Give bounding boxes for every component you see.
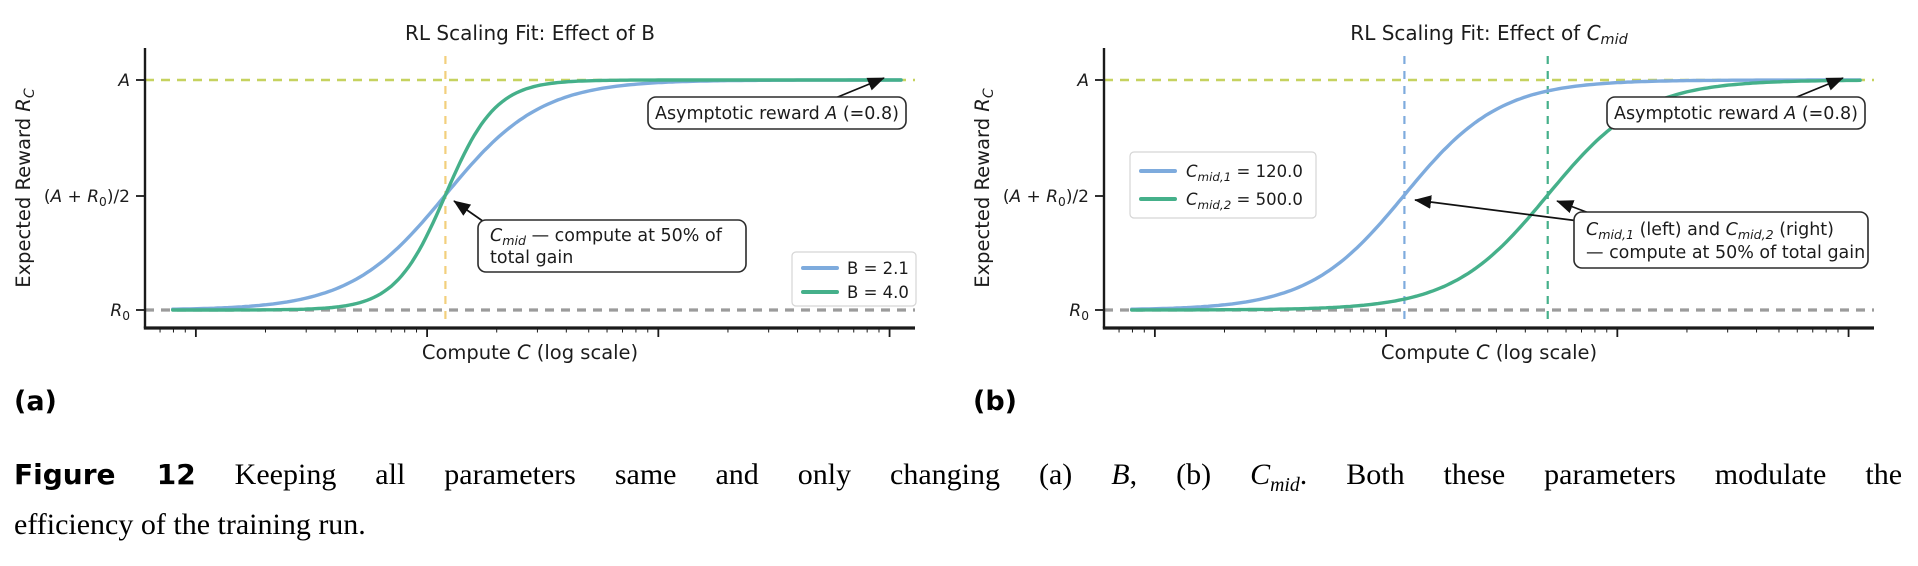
y-tick-A: A: [117, 71, 130, 91]
panel-a-svg: RL Scaling Fit: Effect of B Expected Rew…: [12, 21, 917, 364]
x-ticks: [159, 328, 891, 337]
legend-label: B = 2.1: [847, 259, 909, 278]
series-curve: [1129, 78, 1862, 311]
caption-line-1: Figure 12 Keeping all parameters same an…: [14, 458, 1903, 496]
asymptote-note-text: Asymptotic reward A (=0.8): [1614, 104, 1858, 124]
y-tick-R0: R0: [110, 301, 130, 323]
series-curve: [170, 78, 903, 312]
legend: B = 2.1 B = 4.0: [791, 251, 917, 307]
legend-label: Cmid,1 = 120.0: [1186, 162, 1303, 184]
series-curve: [1129, 78, 1862, 312]
y-ticks: A (A + R0)/2 R0: [44, 71, 145, 323]
y-tick-R0: R0: [1069, 301, 1089, 323]
legend-label: Cmid,2 = 500.0: [1186, 190, 1303, 212]
panel-b-x-axis-label: Compute C (log scale): [1381, 341, 1597, 364]
y-tick-mid: (A + R0)/2: [44, 187, 130, 209]
y-tick-A: A: [1076, 71, 1089, 91]
annotation-asymptote: Asymptotic reward A (=0.8): [1606, 77, 1866, 130]
annotation-asymptote: Asymptotic reward A (=0.8): [647, 77, 907, 130]
cmid-note-line2: — compute at 50% of total gain: [1586, 243, 1865, 263]
x-ticks: [1118, 328, 1850, 337]
cmid-note-line1: Cmid — compute at 50% of: [490, 226, 723, 248]
panel-a-y-axis-label: Expected Reward RC: [12, 88, 38, 288]
y-ticks: A (A + R0)/2 R0: [1003, 71, 1104, 323]
cmid-note-line1: Cmid,1 (left) and Cmid,2 (right): [1586, 220, 1834, 242]
asymptote-note-text: Asymptotic reward A (=0.8): [655, 104, 899, 124]
panel-b-title: RL Scaling Fit: Effect of Cmid: [1350, 21, 1628, 48]
legend-label: B = 4.0: [847, 283, 909, 302]
panel-letter-b: (b): [973, 386, 1018, 417]
panel-letter-a: (a): [14, 386, 57, 417]
figure-caption: Figure 12 Keeping all parameters same an…: [14, 450, 1902, 550]
caption-line-2: efficiency of the training run.: [14, 508, 366, 541]
cmid-note-line2: total gain: [490, 248, 573, 268]
panel-a-x-axis-label: Compute C (log scale): [422, 341, 638, 364]
panel-b-y-axis-label: Expected Reward RC: [971, 88, 997, 288]
panel-a-title: RL Scaling Fit: Effect of B: [405, 21, 655, 45]
panel-b-svg: RL Scaling Fit: Effect of Cmid Expected …: [971, 21, 1874, 364]
y-tick-mid: (A + R0)/2: [1003, 187, 1089, 209]
legend: Cmid,1 = 120.0 Cmid,2 = 500.0: [1129, 151, 1317, 219]
annotation-cmid: Cmid,1 (left) and Cmid,2 (right) — compu…: [1414, 195, 1869, 269]
annotation-cmid: Cmid — compute at 50% of total gain: [453, 200, 747, 273]
